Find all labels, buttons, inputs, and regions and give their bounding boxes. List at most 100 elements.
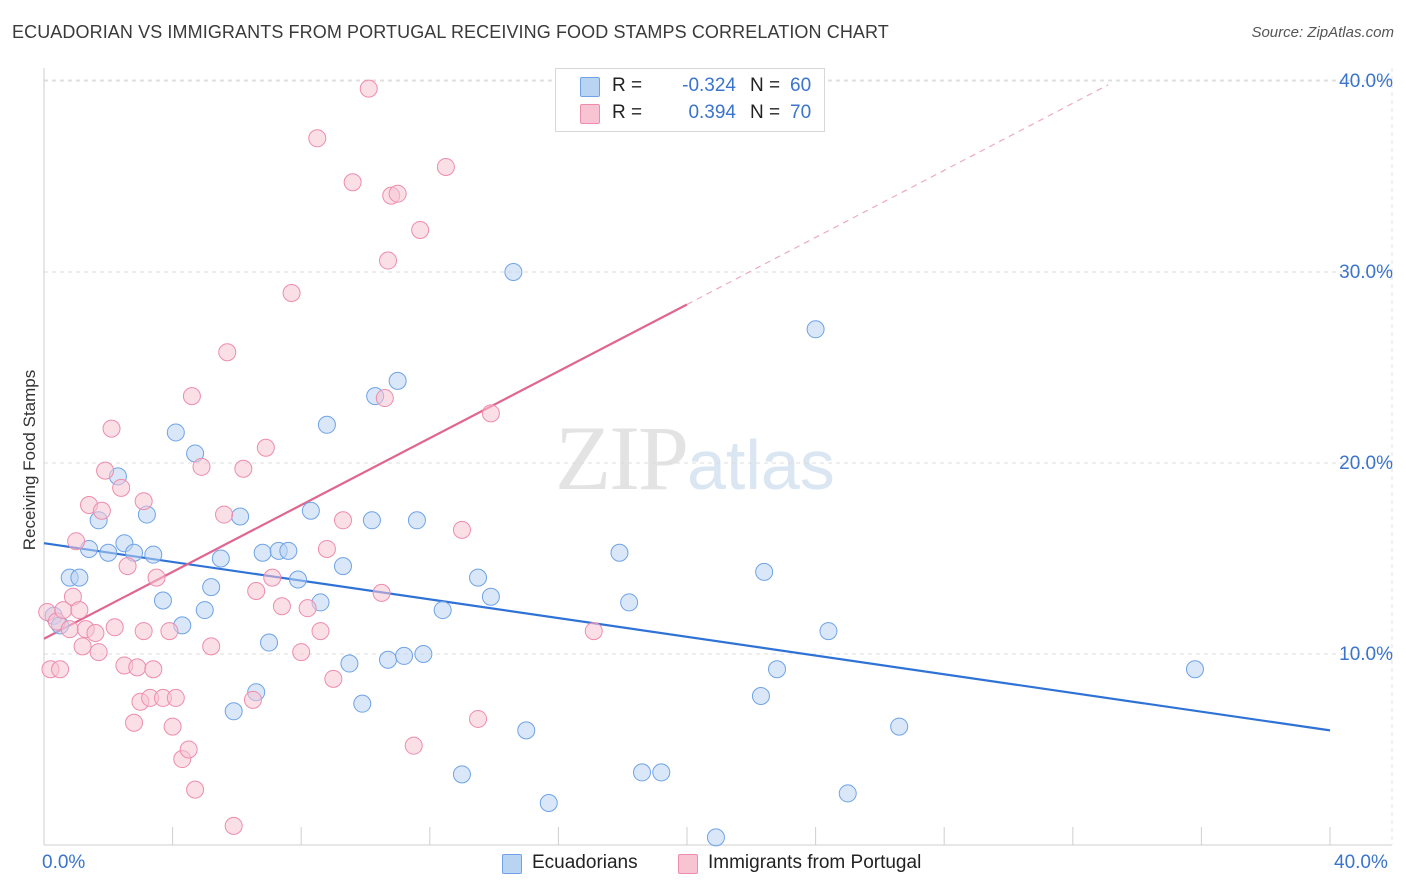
data-point xyxy=(96,461,115,480)
data-point xyxy=(359,79,378,98)
data-point xyxy=(620,593,639,612)
data-point xyxy=(340,654,359,673)
data-point xyxy=(256,438,275,457)
grid-lines xyxy=(44,68,1393,845)
data-point xyxy=(231,507,250,526)
legend-swatch-portugal xyxy=(580,104,600,124)
data-point xyxy=(86,623,105,642)
correlation-legend: R = -0.324 N = 60 R = 0.394 N = 70 xyxy=(555,68,825,132)
data-point xyxy=(890,717,909,736)
data-point xyxy=(407,511,426,530)
data-point xyxy=(308,129,327,148)
data-point xyxy=(179,740,198,759)
data-point xyxy=(234,459,253,478)
data-point xyxy=(324,669,343,688)
data-point xyxy=(202,637,221,656)
trend-line-portugal xyxy=(43,303,688,640)
data-point xyxy=(70,568,89,587)
data-points xyxy=(38,79,1204,847)
data-point xyxy=(70,601,89,620)
data-point xyxy=(433,601,452,620)
y-axis-label: Receiving Food Stamps xyxy=(20,369,39,551)
data-point xyxy=(105,618,124,637)
series-label-portugal: Immigrants from Portugal xyxy=(708,852,922,873)
data-point xyxy=(469,568,488,587)
data-point xyxy=(372,583,391,602)
data-point xyxy=(755,562,774,581)
data-point xyxy=(92,501,111,520)
data-point xyxy=(195,601,214,620)
data-point xyxy=(134,492,153,511)
data-point xyxy=(102,419,121,438)
data-point xyxy=(584,622,603,641)
data-point xyxy=(706,828,725,847)
data-point xyxy=(375,389,394,408)
legend-r-value: 0.394 xyxy=(688,102,736,123)
data-point xyxy=(182,387,201,406)
data-point xyxy=(819,622,838,641)
data-point xyxy=(806,320,825,339)
data-point xyxy=(186,780,205,799)
data-point xyxy=(51,660,70,679)
data-point xyxy=(89,643,108,662)
data-point xyxy=(144,545,163,564)
data-point xyxy=(353,694,372,713)
data-point xyxy=(301,501,320,520)
data-point xyxy=(311,622,330,641)
data-point xyxy=(652,763,671,782)
data-point xyxy=(253,543,272,562)
data-point xyxy=(166,688,185,707)
trend-line-ecuadorians xyxy=(43,542,1331,732)
data-point xyxy=(362,511,381,530)
y-tick-labels: 10.0% 20.0% 30.0% 40.0% xyxy=(1339,71,1393,665)
data-point xyxy=(414,645,433,663)
data-point xyxy=(317,415,336,434)
series-swatch-portugal xyxy=(678,854,698,874)
series-swatch-ecuadorians xyxy=(502,854,522,874)
data-point xyxy=(272,597,291,616)
trend-extension-portugal xyxy=(686,84,1109,306)
legend-r-label: R = xyxy=(612,102,643,123)
x-tick-label-min: 0.0% xyxy=(42,852,86,873)
data-point xyxy=(298,599,317,618)
data-point xyxy=(333,557,352,576)
legend-n-label: N = xyxy=(750,102,781,123)
data-point xyxy=(481,587,500,606)
data-point xyxy=(215,505,234,524)
data-point xyxy=(838,784,857,803)
data-point xyxy=(118,557,137,576)
data-point xyxy=(379,650,398,669)
data-point xyxy=(224,816,243,835)
data-point xyxy=(288,570,307,589)
data-point xyxy=(333,511,352,530)
data-point xyxy=(263,568,282,587)
data-point xyxy=(751,687,770,706)
data-point xyxy=(73,637,92,656)
watermark: ZIPatlas xyxy=(555,405,835,511)
data-point xyxy=(343,173,362,192)
data-point xyxy=(243,690,262,709)
data-point xyxy=(768,660,787,679)
data-point xyxy=(60,620,79,639)
watermark-atlas: atlas xyxy=(687,426,835,504)
data-point xyxy=(517,721,536,740)
data-point xyxy=(224,702,243,721)
data-point xyxy=(436,157,455,176)
data-point xyxy=(192,457,211,476)
source-label: Source: ZipAtlas.com xyxy=(1251,24,1394,41)
data-point xyxy=(134,622,153,641)
legend-n-value: 60 xyxy=(790,75,812,96)
data-point xyxy=(153,591,172,610)
data-point xyxy=(411,220,430,239)
series-legend: Ecuadorians Immigrants from Portugal xyxy=(0,852,1406,876)
chart-title: ECUADORIAN VS IMMIGRANTS FROM PORTUGAL R… xyxy=(12,22,889,42)
series-portugal xyxy=(38,79,603,835)
data-point xyxy=(395,646,414,665)
data-point xyxy=(218,343,237,362)
series-label-ecuadorians: Ecuadorians xyxy=(532,852,638,873)
legend-swatch-ecuadorians xyxy=(580,77,600,97)
data-point xyxy=(282,284,301,303)
data-point xyxy=(202,578,221,597)
data-point xyxy=(160,622,179,641)
